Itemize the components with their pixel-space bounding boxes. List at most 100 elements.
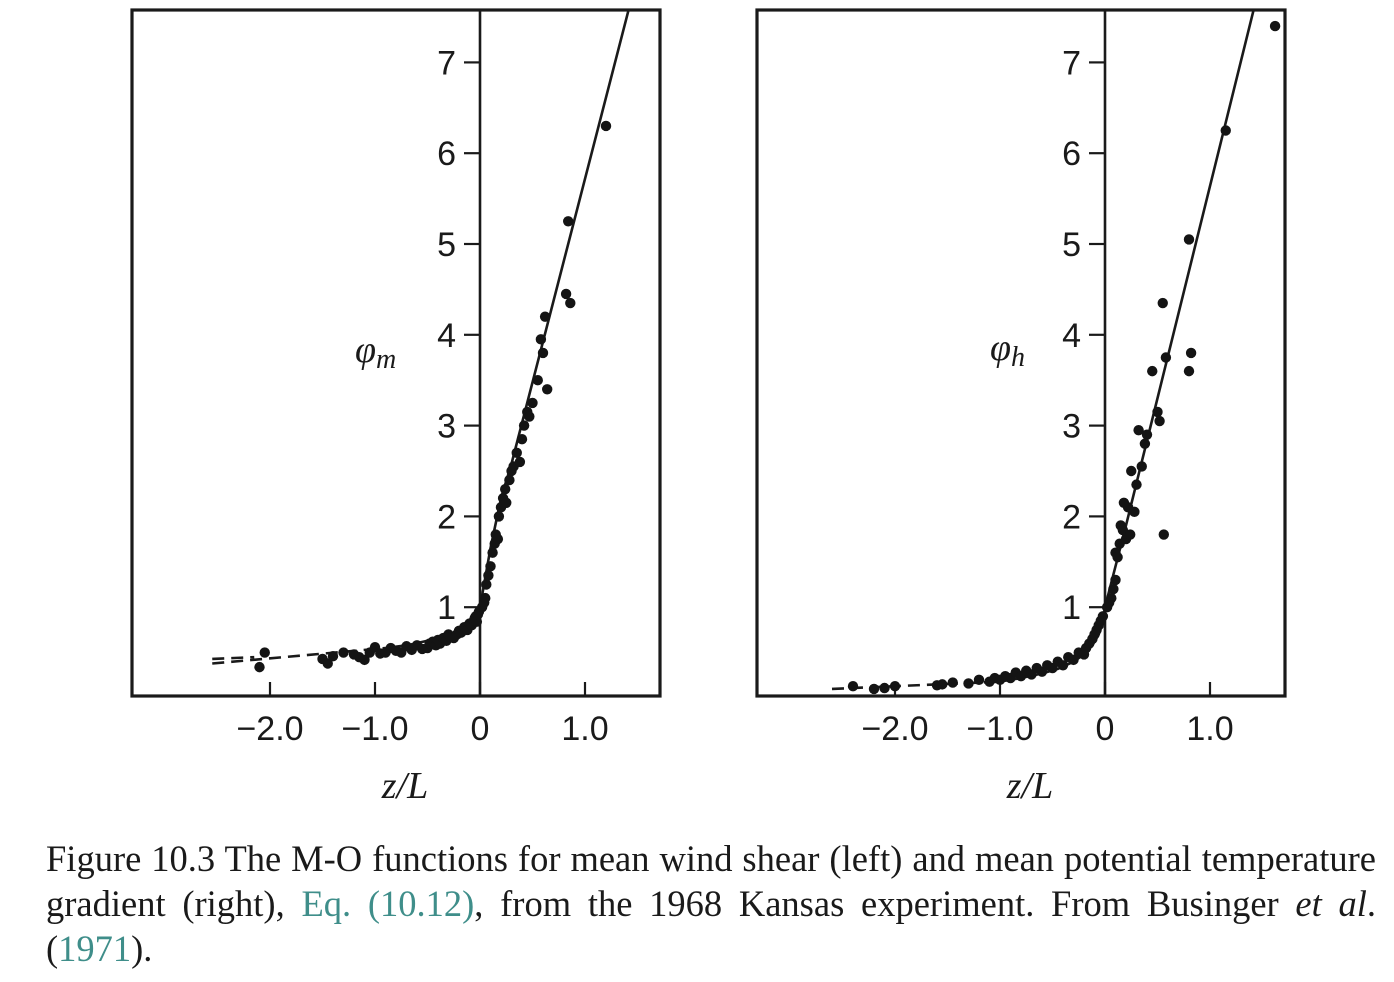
data-point — [536, 334, 546, 344]
x-tick-label: 1.0 — [1186, 710, 1233, 748]
data-point — [1158, 298, 1168, 308]
y-tick-label: 7 — [1062, 44, 1081, 82]
data-point — [1108, 584, 1118, 594]
caption-equation-link[interactable]: Eq. (10.12) — [301, 883, 474, 924]
data-point — [1126, 466, 1136, 476]
data-point — [1131, 479, 1141, 489]
data-point — [1140, 439, 1150, 449]
data-point — [1184, 366, 1194, 376]
data-point — [948, 677, 958, 687]
data-point — [483, 570, 493, 580]
y-tick-label: 2 — [1062, 498, 1081, 536]
data-point — [1147, 366, 1157, 376]
x-tick-label: 0 — [1096, 710, 1115, 748]
data-point — [533, 375, 543, 385]
y-axis-label-symbol: φ — [990, 327, 1011, 369]
data-point — [338, 647, 348, 657]
data-point — [485, 561, 495, 571]
data-point — [1142, 429, 1152, 439]
caption-text-2: , from the 1968 Kansas experiment. From … — [474, 883, 1295, 924]
data-point — [328, 651, 338, 661]
fit-curve-solid — [1000, 8, 1254, 682]
y-tick-label: 6 — [437, 135, 456, 173]
fit-curve-solid — [386, 8, 630, 648]
x-tick-label: −1.0 — [341, 710, 408, 748]
caption-citation-link[interactable]: 1971 — [58, 928, 131, 969]
data-point — [1221, 125, 1231, 135]
data-point — [540, 311, 550, 321]
data-point — [254, 662, 264, 672]
y-tick-label: 3 — [1062, 408, 1081, 446]
y-tick-label: 5 — [1062, 226, 1081, 264]
y-tick-label: 3 — [437, 408, 456, 446]
y-axis-label: φh — [990, 327, 1025, 373]
data-point — [1161, 352, 1171, 362]
data-point — [517, 434, 527, 444]
data-point — [1270, 21, 1280, 31]
y-tick-label: 5 — [437, 226, 456, 264]
x-tick-label: 1.0 — [561, 710, 608, 748]
data-point — [869, 684, 879, 694]
x-axis-label: z/L — [381, 765, 428, 807]
data-point — [512, 448, 522, 458]
data-point — [1110, 575, 1120, 585]
y-tick-label: 1 — [1062, 589, 1081, 627]
data-point — [937, 679, 947, 689]
data-point — [501, 498, 511, 508]
data-point — [848, 681, 858, 691]
data-point — [519, 420, 529, 430]
data-point — [1154, 416, 1164, 426]
data-point — [1186, 348, 1196, 358]
data-point — [527, 398, 537, 408]
y-tick-label: 4 — [1062, 317, 1081, 355]
data-point — [260, 647, 270, 657]
data-point — [538, 348, 548, 358]
data-point — [1112, 552, 1122, 562]
data-point — [890, 681, 900, 691]
data-point — [494, 511, 504, 521]
data-point — [1106, 593, 1116, 603]
y-axis-label-subscript: m — [376, 344, 396, 375]
data-point — [1129, 507, 1139, 517]
data-point — [565, 298, 575, 308]
left-panel-chart: 1 2 3 4 5 6 7 −2.0 −1.0 0 1.0 φm z/L — [132, 8, 660, 807]
data-point — [493, 534, 503, 544]
data-point — [487, 548, 497, 558]
data-point — [1152, 407, 1162, 417]
y-tick-label: 1 — [437, 589, 456, 627]
caption-text-4: ). — [131, 928, 152, 969]
y-tick-label: 7 — [437, 44, 456, 82]
data-point — [542, 384, 552, 394]
x-axis-label: z/L — [1006, 765, 1053, 807]
data-point — [563, 216, 573, 226]
data-point — [515, 457, 525, 467]
right-panel-chart: 1 2 3 4 5 6 7 −2.0 −1.0 0 1.0 φh z/L — [757, 8, 1285, 807]
figure-caption: Figure 10.3 The M-O functions for mean w… — [46, 836, 1376, 971]
data-point — [963, 678, 973, 688]
data-point — [504, 475, 514, 485]
data-point — [481, 579, 491, 589]
y-axis-label-symbol: φ — [355, 329, 376, 371]
data-point — [1137, 461, 1147, 471]
x-tick-label: −2.0 — [236, 710, 303, 748]
y-tick-label: 4 — [437, 317, 456, 355]
caption-et-al: et al — [1295, 883, 1366, 924]
data-point — [974, 675, 984, 685]
y-tick-label: 2 — [437, 498, 456, 536]
data-point — [480, 593, 490, 603]
fit-curve-dashed-alt — [212, 657, 254, 659]
data-point — [524, 411, 534, 421]
y-axis-label-subscript: h — [1011, 342, 1025, 373]
x-tick-label: −2.0 — [861, 710, 928, 748]
data-point — [500, 484, 510, 494]
data-point — [1159, 529, 1169, 539]
data-point — [561, 289, 571, 299]
data-point — [1125, 529, 1135, 539]
data-point — [1184, 234, 1194, 244]
y-tick-label: 6 — [1062, 135, 1081, 173]
y-axis-label: φm — [355, 329, 396, 375]
data-point — [1098, 611, 1108, 621]
data-point — [601, 121, 611, 131]
x-tick-label: −1.0 — [966, 710, 1033, 748]
